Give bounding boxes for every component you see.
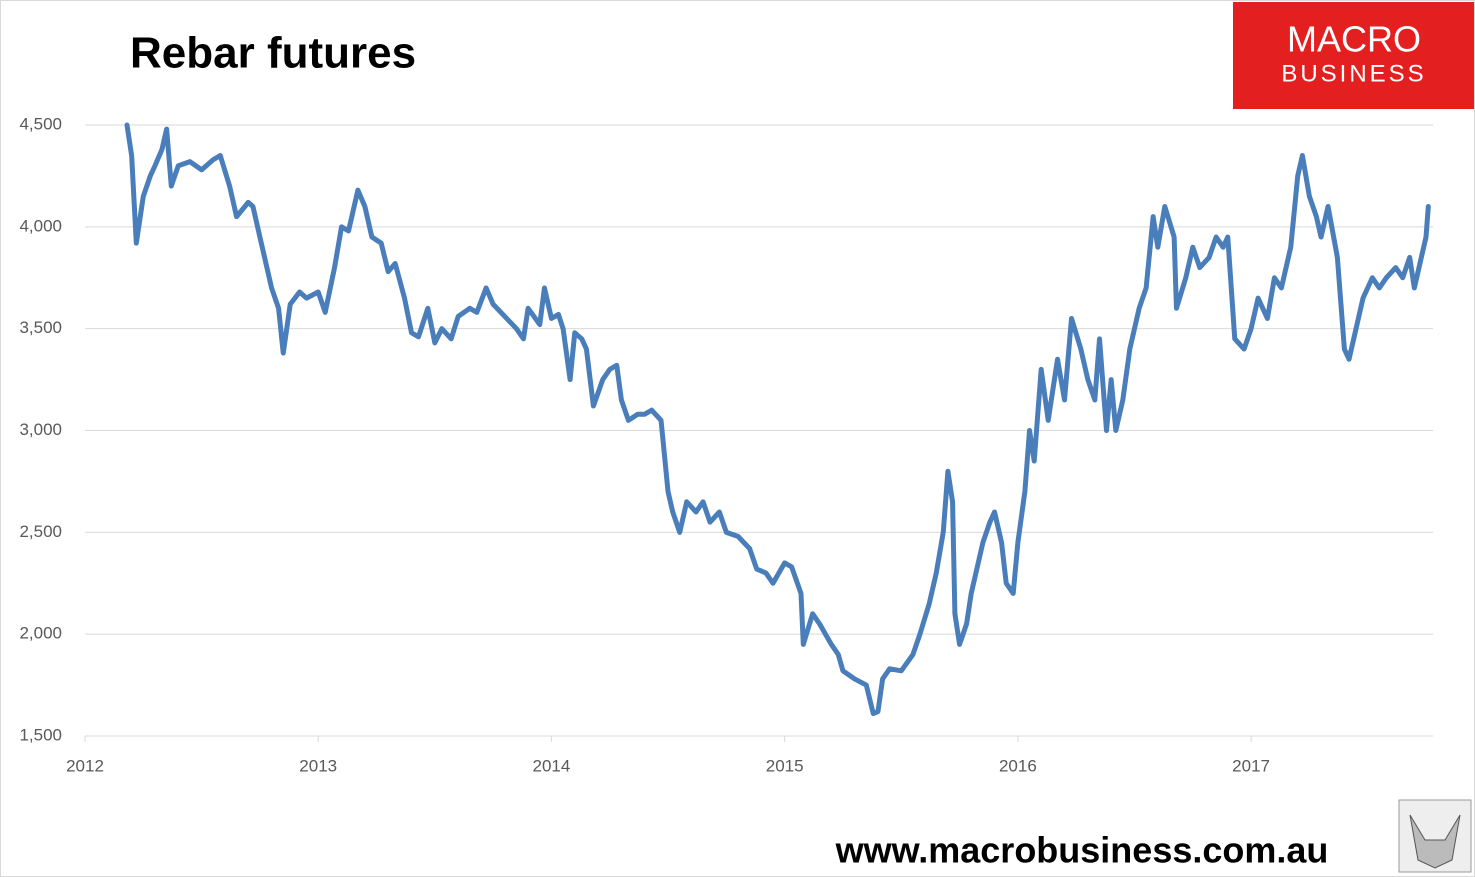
y-tick-label: 2,500 <box>19 522 62 541</box>
y-tick-label: 3,500 <box>19 318 62 337</box>
x-tick-label: 2017 <box>1232 756 1270 775</box>
x-tick-label: 2016 <box>999 756 1037 775</box>
y-tick-label: 1,500 <box>19 725 62 744</box>
x-tick-label: 2012 <box>66 756 104 775</box>
logo-text: BUSINESS <box>1281 60 1426 87</box>
fox-icon <box>1409 814 1461 869</box>
y-tick-label: 2,000 <box>19 624 62 643</box>
x-tick-label: 2013 <box>299 756 337 775</box>
x-tick-label: 2014 <box>533 756 571 775</box>
chart-title: Rebar futures <box>130 29 416 78</box>
y-tick-label: 4,000 <box>19 216 62 235</box>
logo-text: MACRO <box>1287 19 1421 60</box>
y-tick-label: 4,500 <box>19 114 62 133</box>
logo-box <box>1233 2 1474 109</box>
y-tick-label: 3,000 <box>19 420 62 439</box>
source-url: www.macrobusiness.com.au <box>835 830 1329 871</box>
x-tick-label: 2015 <box>766 756 804 775</box>
data-line <box>124 122 1431 717</box>
